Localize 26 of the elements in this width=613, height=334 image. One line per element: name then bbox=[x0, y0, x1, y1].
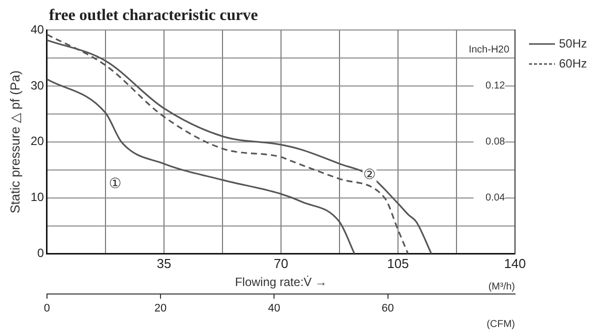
y-tick-label: 10 bbox=[30, 190, 44, 204]
text: (M³/h) bbox=[488, 282, 515, 293]
y2-tick-label: 0.12 bbox=[486, 80, 506, 92]
x-tick-label: 105 bbox=[387, 256, 409, 272]
x2-axis-title: (CFM) bbox=[486, 318, 515, 330]
y-tick-label: 40 bbox=[30, 22, 44, 36]
chart-title: free outlet characteristic curve bbox=[48, 7, 258, 24]
legend-label: 50Hz bbox=[559, 36, 588, 50]
y2-axis-title: Inch-H20 bbox=[468, 44, 510, 56]
y-tick-label: 30 bbox=[30, 78, 44, 92]
y-axis-title: Static pressure △ pf (Pa) bbox=[7, 70, 22, 214]
y-tick-label: 0 bbox=[37, 246, 44, 260]
x2-tick-label: 20 bbox=[154, 302, 167, 314]
y2-tick-label: 0.08 bbox=[486, 136, 506, 148]
annotation: ① bbox=[108, 176, 122, 192]
y-tick-label: 20 bbox=[30, 134, 44, 148]
x-tick-label: 70 bbox=[274, 256, 288, 272]
x-axis-title: Flowing rate:V̇ → bbox=[234, 274, 327, 289]
x2-tick-label: 40 bbox=[268, 302, 280, 314]
legend-label: 60Hz bbox=[559, 56, 588, 70]
annotation: ② bbox=[363, 167, 376, 184]
line-series bbox=[46, 78, 356, 254]
x-tick-label: 35 bbox=[156, 256, 172, 272]
y2-tick-label: 0.04 bbox=[486, 192, 506, 204]
x2-tick-label: 60 bbox=[382, 302, 394, 314]
x-tick-label: 140 bbox=[504, 256, 526, 272]
